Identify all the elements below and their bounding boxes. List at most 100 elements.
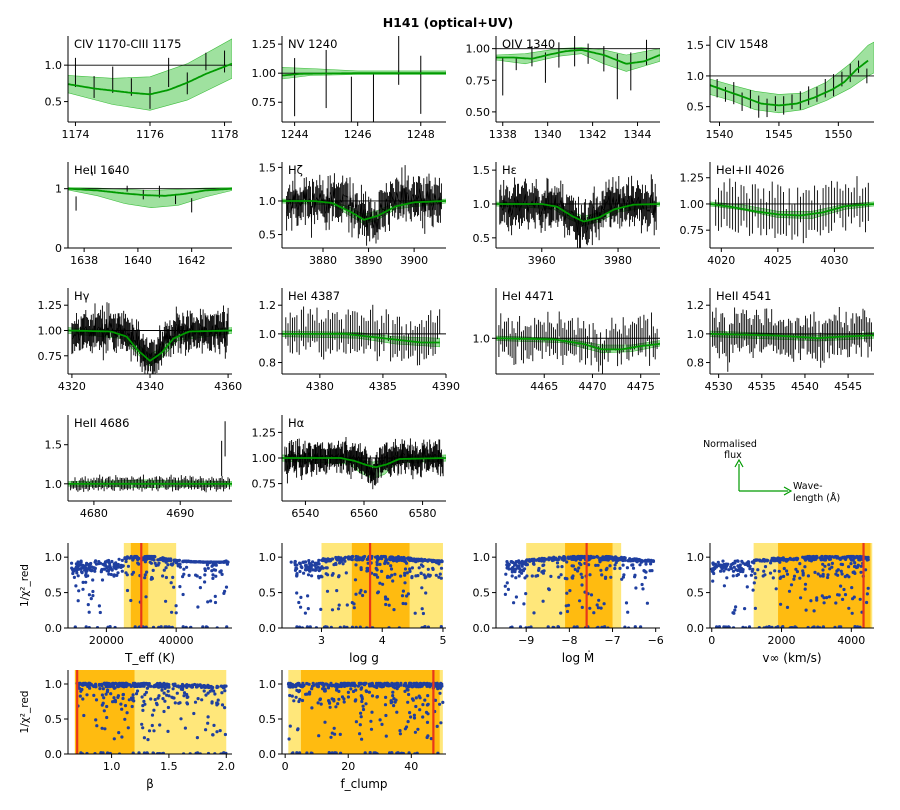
dot xyxy=(126,564,130,568)
dot xyxy=(360,699,364,704)
dot xyxy=(387,603,391,607)
y-tick-label: 0.75 xyxy=(38,350,63,363)
dot xyxy=(173,701,177,705)
dot xyxy=(287,737,291,741)
dot xyxy=(316,701,320,705)
x-axis-label: v∞ (km/s) xyxy=(762,651,821,665)
y-tick-label: 0.0 xyxy=(45,748,63,761)
y-tick-label: 1.00 xyxy=(252,452,277,465)
dot xyxy=(843,593,848,597)
dot xyxy=(82,713,86,718)
dot xyxy=(102,696,106,700)
dot xyxy=(809,599,813,603)
dot xyxy=(651,559,656,564)
dot xyxy=(572,625,576,628)
dot xyxy=(547,588,551,592)
dot xyxy=(858,625,862,628)
dot xyxy=(784,557,788,562)
dot xyxy=(116,695,120,700)
dot xyxy=(572,555,576,560)
dot xyxy=(108,751,112,754)
dot xyxy=(563,576,567,581)
y-tick-label: 1.0 xyxy=(45,551,63,564)
dot xyxy=(576,569,580,573)
dot xyxy=(541,599,545,603)
dot xyxy=(644,562,648,566)
y-tick-label: 0.0 xyxy=(45,622,63,635)
x-tick-label: 3890 xyxy=(355,254,383,267)
dot xyxy=(776,559,780,563)
x-tick-label: 4385 xyxy=(369,380,397,393)
dot xyxy=(98,687,102,691)
dot xyxy=(777,569,781,573)
dot xyxy=(595,603,599,607)
dot xyxy=(317,734,321,738)
dot xyxy=(116,562,120,567)
dot xyxy=(413,611,417,615)
dot xyxy=(336,607,341,611)
dot xyxy=(182,694,186,698)
dot xyxy=(623,625,627,628)
dot xyxy=(295,574,299,578)
dot xyxy=(441,700,445,705)
dot xyxy=(847,555,851,559)
dot xyxy=(803,582,808,586)
dot xyxy=(110,559,114,564)
dot xyxy=(403,571,407,575)
dot xyxy=(541,563,545,568)
dot xyxy=(399,574,403,578)
dot xyxy=(506,562,510,566)
dot xyxy=(113,625,117,628)
dot xyxy=(81,580,85,585)
dot xyxy=(730,562,734,567)
dot xyxy=(859,570,863,574)
dot xyxy=(416,727,420,731)
dot xyxy=(154,684,158,688)
dot xyxy=(782,566,786,571)
dot xyxy=(392,697,396,701)
y-tick-label: 0.75 xyxy=(466,74,491,87)
dot xyxy=(830,561,835,566)
observed-spectrum xyxy=(502,36,648,100)
dot xyxy=(157,625,161,628)
dot xyxy=(357,681,361,685)
x-tick-label: 1176 xyxy=(136,128,164,141)
dot xyxy=(838,557,843,562)
x-tick-label: 1550 xyxy=(824,128,852,141)
dot xyxy=(789,557,793,562)
dot xyxy=(864,568,868,572)
dot xyxy=(345,625,349,628)
model-line xyxy=(496,203,660,223)
dot xyxy=(634,586,638,590)
dot xyxy=(181,625,185,628)
dot xyxy=(363,590,367,594)
dot xyxy=(88,564,92,569)
dot xyxy=(504,572,508,576)
y-tick-label: 1.0 xyxy=(259,328,277,341)
dot xyxy=(342,625,346,628)
dot xyxy=(849,557,853,561)
dot xyxy=(752,581,756,585)
dot xyxy=(354,625,358,628)
dot xyxy=(359,588,363,593)
dot xyxy=(400,594,405,598)
dot xyxy=(311,568,315,572)
dot xyxy=(347,555,351,559)
dot xyxy=(131,698,135,702)
dot xyxy=(826,555,830,559)
dot xyxy=(778,576,782,581)
dot xyxy=(162,691,166,695)
dot xyxy=(421,611,425,616)
dot xyxy=(753,606,758,611)
dot xyxy=(428,573,432,578)
dot xyxy=(119,702,123,706)
y-axis-label: 1/χ²_red xyxy=(19,564,31,607)
dot xyxy=(193,700,198,704)
dot xyxy=(144,625,148,628)
dot xyxy=(731,611,735,615)
dot xyxy=(185,565,189,569)
dot xyxy=(774,587,778,591)
dot xyxy=(741,570,745,574)
dot xyxy=(223,589,227,593)
dot xyxy=(131,683,135,688)
